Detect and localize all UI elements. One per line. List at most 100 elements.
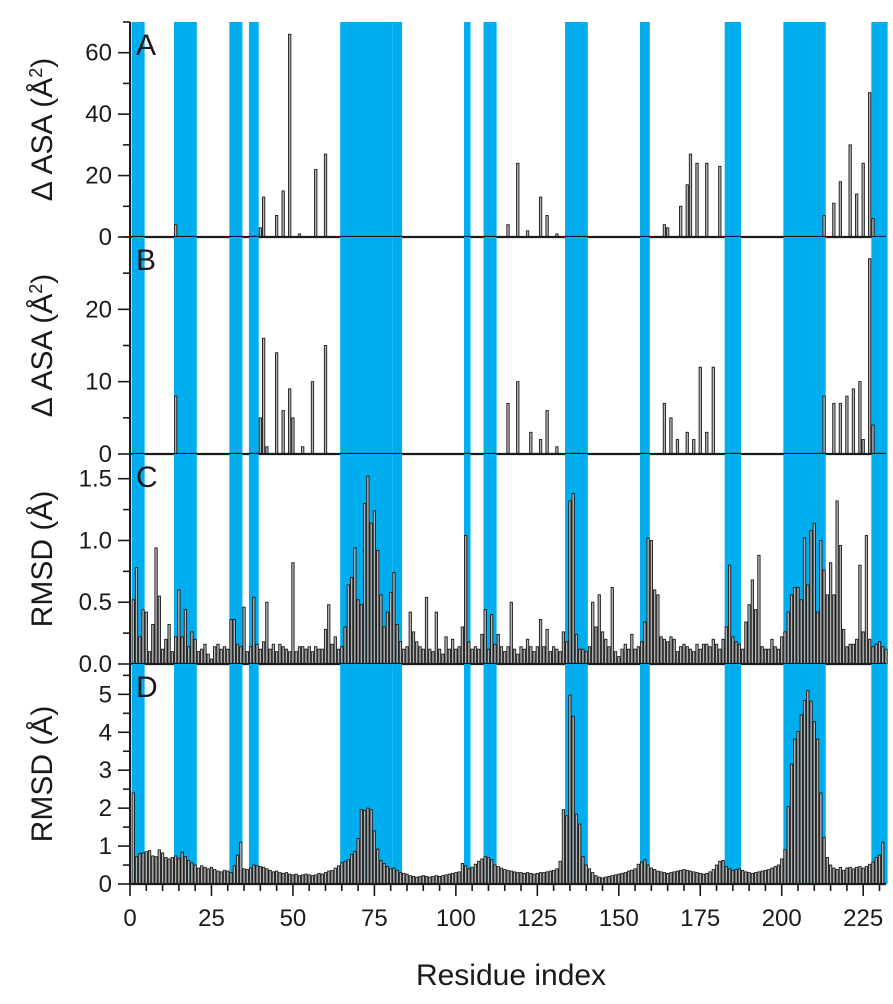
bar: [538, 872, 543, 885]
bar: [454, 648, 458, 665]
bar: [685, 431, 689, 455]
bar: [366, 475, 370, 665]
bar: [173, 855, 178, 885]
bar: [216, 870, 220, 885]
bar: [376, 848, 380, 885]
highlight-band: [871, 664, 888, 884]
bar: [512, 871, 517, 885]
bar: [561, 631, 566, 665]
bar: [740, 648, 745, 665]
bar: [157, 849, 161, 885]
bar: [688, 870, 693, 885]
highlight-band: [229, 237, 243, 454]
bar: [258, 417, 262, 455]
bar: [799, 714, 803, 885]
bar: [724, 626, 728, 665]
bar: [454, 872, 458, 885]
bar: [656, 594, 660, 665]
bar: [734, 869, 738, 885]
bar: [235, 643, 240, 665]
bar: [825, 594, 829, 665]
bar: [382, 863, 386, 885]
bar: [382, 626, 386, 665]
bar: [252, 864, 256, 885]
bar: [369, 809, 373, 885]
bar: [473, 863, 478, 885]
bar: [698, 872, 702, 885]
x-tick-label: 100: [436, 905, 476, 932]
bar: [727, 564, 732, 665]
bar: [701, 643, 706, 665]
bar: [327, 604, 331, 665]
bar: [134, 856, 139, 885]
bar: [167, 624, 171, 665]
bar: [656, 870, 660, 885]
bar: [542, 646, 546, 665]
bar: [323, 628, 328, 665]
panel-c: 0.0 0.5 1.0 1.5 C RMSD (Å): [26, 454, 888, 678]
y-tick-label: 1.5: [79, 466, 112, 493]
highlight-band: [392, 454, 403, 664]
bar: [222, 646, 227, 665]
bar: [574, 633, 579, 665]
bar: [643, 859, 647, 885]
bar: [288, 651, 292, 665]
bar: [405, 646, 409, 665]
bar: [796, 586, 800, 665]
bar: [669, 636, 673, 665]
bar: [477, 648, 481, 665]
bar: [470, 866, 474, 885]
bar: [737, 643, 741, 665]
bar: [499, 867, 504, 885]
bar: [874, 643, 878, 665]
bar: [310, 381, 315, 455]
bar: [320, 873, 324, 885]
bar: [692, 871, 696, 885]
bar: [144, 851, 148, 885]
bar: [255, 643, 259, 665]
bar: [164, 856, 168, 885]
bar: [284, 872, 289, 885]
bar: [773, 646, 777, 665]
bar: [649, 867, 654, 885]
bar: [675, 870, 680, 885]
x-tick-label: 0: [123, 905, 136, 932]
bar: [692, 651, 696, 665]
bar: [718, 648, 722, 665]
bar: [291, 874, 295, 885]
bar: [490, 614, 494, 665]
bar: [200, 865, 204, 885]
bar: [861, 162, 865, 238]
bar: [695, 162, 699, 238]
bar: [434, 875, 438, 885]
bar: [180, 851, 184, 885]
x-tick-label: 150: [599, 905, 639, 932]
bar: [170, 856, 174, 885]
x-tick-label: 50: [280, 905, 307, 932]
bar: [187, 646, 191, 665]
y-tick-label: 0.0: [79, 651, 112, 678]
bar: [434, 611, 438, 665]
bar: [763, 648, 768, 665]
bar: [848, 643, 852, 665]
bar: [385, 611, 390, 665]
bar: [705, 643, 709, 665]
bar: [881, 841, 885, 885]
bar: [675, 651, 680, 665]
bar: [216, 643, 220, 665]
bar: [770, 867, 774, 885]
bar: [522, 872, 526, 885]
bar: [480, 633, 484, 665]
bar: [666, 872, 670, 885]
bar: [304, 648, 308, 665]
bar: [799, 599, 803, 665]
bar: [170, 651, 174, 665]
bar: [828, 562, 833, 665]
highlight-band: [724, 664, 741, 884]
bar: [871, 424, 875, 455]
bar: [845, 646, 849, 665]
highlight-band: [248, 454, 259, 664]
bar: [884, 648, 888, 665]
bar: [825, 856, 829, 885]
bar: [538, 196, 543, 238]
